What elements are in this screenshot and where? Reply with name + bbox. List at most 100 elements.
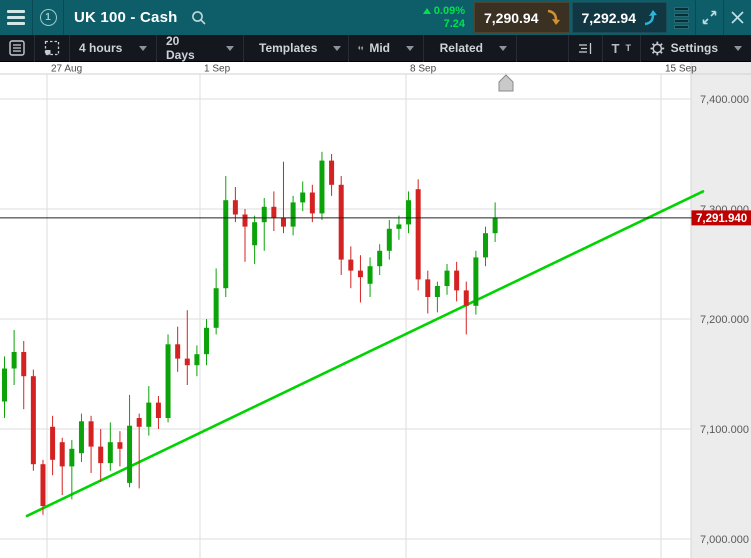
divider (243, 34, 244, 62)
range-label: 20 Days (166, 34, 195, 62)
axis-price-label: 7,000.000 (700, 534, 749, 546)
search-icon[interactable] (185, 0, 212, 35)
divider (423, 34, 424, 62)
close-icon[interactable] (724, 0, 751, 35)
depth-ladder-icon[interactable] (674, 5, 689, 31)
divider (567, 34, 569, 62)
price-axis[interactable] (691, 62, 751, 558)
candle (11, 352, 17, 369)
candle (463, 290, 469, 306)
chart-toolbar: 4 hours 20 Days Templates Mid (0, 34, 751, 62)
templates-label: Templates (259, 41, 318, 55)
candle (184, 358, 190, 366)
candle (338, 184, 344, 260)
divider (695, 0, 696, 35)
top-bar: 1 UK 100 - Cash 0.09% 7.24 7,290.94 7,29… (0, 0, 751, 35)
interval-label: 4 hours (79, 41, 123, 55)
panel-toggle-button[interactable] (569, 35, 602, 62)
instrument-number: 1 (39, 9, 57, 26)
divider (156, 34, 157, 62)
related-dropdown[interactable]: Related (424, 35, 516, 62)
event-marker-icon[interactable] (498, 74, 514, 92)
candle (127, 425, 133, 483)
divider (516, 34, 517, 62)
candle (30, 376, 36, 465)
candle (136, 418, 142, 427)
candle (194, 354, 200, 366)
change-points: 7.24 (443, 17, 465, 30)
change-up-triangle-icon (422, 7, 431, 14)
candle (357, 270, 363, 278)
axis-date-label: 8 Sep (410, 64, 437, 75)
templates-dropdown[interactable]: Templates (244, 35, 348, 62)
interval-dropdown[interactable]: 4 hours (70, 35, 156, 62)
dashed-square-icon (44, 40, 60, 56)
eye-icon (433, 47, 434, 49)
candle (2, 368, 7, 402)
divider (348, 34, 349, 62)
current-price-label: 7,291.940 (696, 213, 747, 225)
text-size-icon: T (611, 40, 620, 56)
candle (300, 192, 306, 203)
candle (329, 160, 335, 185)
hamburger-menu-icon[interactable] (0, 0, 32, 35)
candle (252, 222, 258, 246)
sell-price: 7,290.94 (484, 9, 539, 26)
price-down-arrow-icon (547, 9, 560, 25)
candle (386, 228, 392, 251)
buy-price-button[interactable]: 7,292.94 (571, 2, 667, 33)
candlestick-icon (358, 45, 363, 51)
layout-select-button[interactable] (35, 35, 69, 62)
candle (454, 270, 460, 291)
axis-date-label: 15 Sep (665, 64, 697, 75)
divider (69, 34, 70, 62)
settings-label: Settings (670, 41, 718, 55)
candle (223, 200, 229, 289)
candle (483, 233, 488, 258)
candle (204, 327, 210, 355)
candle (59, 442, 65, 467)
candle (175, 344, 181, 359)
price-type-dropdown[interactable]: Mid (349, 35, 423, 62)
candle (492, 217, 498, 234)
divider (34, 34, 35, 62)
instrument-title: UK 100 - Cash (74, 9, 178, 26)
candle (434, 286, 440, 297)
price-change-block: 0.09% 7.24 (422, 4, 465, 31)
candle (444, 270, 450, 286)
candle (367, 266, 373, 284)
list-box-icon (9, 40, 25, 56)
expand-window-icon[interactable] (696, 0, 723, 35)
axis-price-label: 7,200.000 (700, 314, 749, 326)
chevron-down-icon (226, 45, 234, 51)
candle (50, 426, 56, 460)
candle (213, 288, 219, 328)
candle (271, 206, 277, 218)
change-percent: 0.09% (433, 4, 465, 17)
candle (309, 192, 315, 214)
price-chart[interactable]: 7,400.0007,300.0007,200.0007,100.0007,00… (0, 62, 751, 558)
chart-list-button[interactable] (0, 35, 34, 62)
candle (261, 206, 267, 223)
candle (117, 442, 123, 449)
chevron-down-icon (333, 45, 342, 51)
candle (415, 189, 421, 280)
align-panel-icon (578, 42, 591, 54)
settings-dropdown[interactable]: Settings (641, 35, 751, 62)
candle (165, 344, 171, 418)
chart-area[interactable]: 7,400.000 7,300.000 7,200.000 7,100.000 7,00… (0, 62, 751, 558)
chevron-down-icon (139, 45, 147, 51)
current-price-flag (691, 210, 751, 226)
instrument-number-badge[interactable]: 1 (33, 9, 63, 26)
candle (348, 259, 354, 271)
price-up-arrow-icon (644, 10, 657, 26)
candle (98, 446, 104, 464)
sell-price-button[interactable]: 7,290.94 (474, 2, 570, 33)
candle (146, 402, 152, 427)
candle (406, 200, 412, 225)
axis-price-label: 7,400.000 (700, 94, 749, 106)
range-dropdown[interactable]: 20 Days (157, 34, 243, 62)
candle (40, 464, 46, 506)
